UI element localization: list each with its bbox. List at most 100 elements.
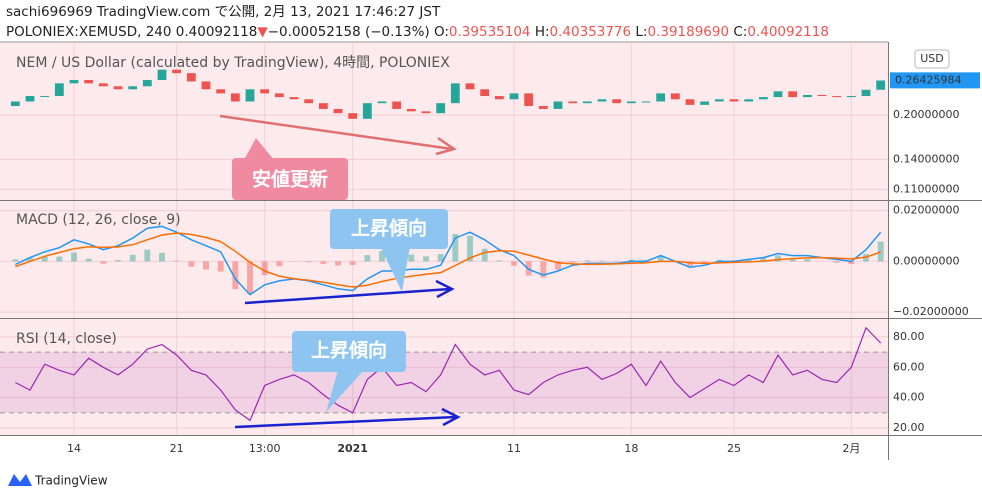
candle-body bbox=[260, 89, 270, 94]
publish-info: sachi696969 TradingView.com で公開, 2月 13, … bbox=[6, 4, 441, 20]
currency-box[interactable] bbox=[914, 49, 950, 69]
histogram-bar bbox=[71, 252, 77, 262]
histogram-bar bbox=[848, 261, 855, 264]
candle-body bbox=[450, 83, 460, 104]
candle-body bbox=[289, 97, 299, 100]
candle-body bbox=[568, 101, 578, 104]
candle-body bbox=[230, 93, 240, 102]
rsi-band bbox=[0, 352, 888, 413]
histogram-bar bbox=[511, 261, 517, 266]
arrow-head bbox=[435, 279, 455, 299]
candle-body bbox=[597, 99, 607, 102]
histogram-bar bbox=[716, 259, 723, 262]
y-tick-label: 80.00 bbox=[893, 330, 925, 343]
candle-body bbox=[817, 94, 827, 97]
histogram-bar bbox=[85, 258, 92, 262]
histogram-bar bbox=[555, 261, 561, 270]
ohlc-open: 0.39535104 bbox=[449, 24, 531, 40]
annotation: 上昇傾向 bbox=[311, 339, 387, 362]
histogram-bar bbox=[540, 261, 547, 278]
callout-pointer bbox=[326, 370, 364, 412]
symbol: POLONIEX:XEMUSD, 240 bbox=[6, 24, 171, 40]
candle-body bbox=[612, 99, 622, 104]
histogram-bar bbox=[173, 260, 180, 262]
candle-body bbox=[318, 103, 328, 109]
callout-box bbox=[232, 158, 348, 200]
candle-body bbox=[98, 83, 108, 87]
annotation: 上昇傾向 bbox=[351, 217, 427, 240]
histogram-bar bbox=[100, 261, 107, 264]
callout-box bbox=[330, 209, 448, 249]
last-price-label: 0.26425984 bbox=[895, 73, 961, 86]
histogram-bar bbox=[877, 241, 884, 262]
histogram-bar bbox=[687, 261, 693, 266]
y-tick-label: −0.02000000 bbox=[893, 305, 969, 318]
candle-body bbox=[494, 96, 504, 100]
histogram-bar bbox=[232, 261, 239, 290]
x-tick-label: 13:00 bbox=[249, 442, 281, 455]
histogram-bar bbox=[452, 233, 459, 262]
candle-body bbox=[626, 101, 636, 104]
candle-body bbox=[861, 89, 871, 97]
candle-body bbox=[685, 99, 695, 105]
candle-body bbox=[113, 86, 123, 90]
x-tick-label: 18 bbox=[624, 442, 638, 455]
candle-body bbox=[84, 80, 94, 84]
rsi-line bbox=[15, 326, 882, 422]
candle-body bbox=[406, 108, 416, 112]
y-tick-label: 0.11000000 bbox=[893, 182, 959, 195]
arrow bbox=[219, 114, 453, 151]
candle-body bbox=[128, 86, 138, 90]
pane-title: MACD (12, 26, close, 9) bbox=[16, 212, 181, 228]
x-tick-label: 25 bbox=[727, 442, 741, 455]
arrow-head bbox=[435, 136, 457, 156]
histogram-bar bbox=[584, 260, 591, 262]
histogram-bar bbox=[467, 235, 473, 262]
histogram-bar bbox=[496, 260, 503, 262]
candle-body bbox=[274, 93, 284, 98]
last-price-box bbox=[890, 72, 980, 89]
candle-body bbox=[744, 99, 754, 102]
histogram-bar bbox=[335, 261, 341, 266]
histogram-bar bbox=[379, 250, 385, 262]
y-tick-label: 40.00 bbox=[893, 391, 925, 404]
histogram-bar bbox=[56, 256, 63, 262]
candle-body bbox=[714, 99, 724, 102]
pane-title: NEM / US Dollar (calculated by TradingVi… bbox=[16, 55, 450, 71]
candle-body bbox=[773, 91, 783, 98]
last-value: 0.40092118 bbox=[176, 24, 258, 40]
currency: USD bbox=[920, 52, 944, 65]
y-tick-label: 0.02000000 bbox=[893, 204, 959, 217]
footer[interactable]: TradingView bbox=[34, 474, 108, 488]
histogram-bar bbox=[305, 261, 312, 263]
candle-body bbox=[69, 80, 79, 84]
histogram-bar bbox=[628, 259, 635, 262]
symbol-line: POLONIEX:XEMUSD, 240 0.40092118▼−0.00052… bbox=[6, 24, 829, 40]
ohlc-close: 0.40092118 bbox=[747, 24, 829, 40]
histogram-bar bbox=[833, 261, 840, 263]
indicator-line bbox=[14, 225, 882, 296]
candle-body bbox=[10, 101, 20, 107]
y-tick-label: 20.00 bbox=[893, 421, 925, 434]
candle-body bbox=[509, 93, 519, 100]
x-tick-label: 2021 bbox=[337, 442, 368, 455]
callout-box bbox=[292, 331, 406, 372]
down-arrow: ▼ bbox=[257, 24, 268, 40]
candle-body bbox=[142, 80, 152, 87]
x-tick-label: 11 bbox=[507, 442, 521, 455]
histogram-bar bbox=[789, 258, 796, 262]
histogram-bar bbox=[613, 260, 620, 262]
candle-body bbox=[216, 89, 226, 94]
candle-body bbox=[480, 89, 490, 97]
candle-body bbox=[186, 73, 196, 82]
annotation: 安値更新 bbox=[252, 168, 328, 191]
histogram-bar bbox=[804, 259, 811, 262]
x-tick-label: 21 bbox=[170, 442, 184, 455]
histogram-bar bbox=[115, 260, 121, 262]
histogram-bar bbox=[188, 261, 195, 267]
indicator-line bbox=[15, 232, 881, 288]
candle-body bbox=[348, 113, 358, 119]
candle-body bbox=[876, 80, 886, 90]
y-tick-label: 0.14000000 bbox=[893, 152, 959, 165]
